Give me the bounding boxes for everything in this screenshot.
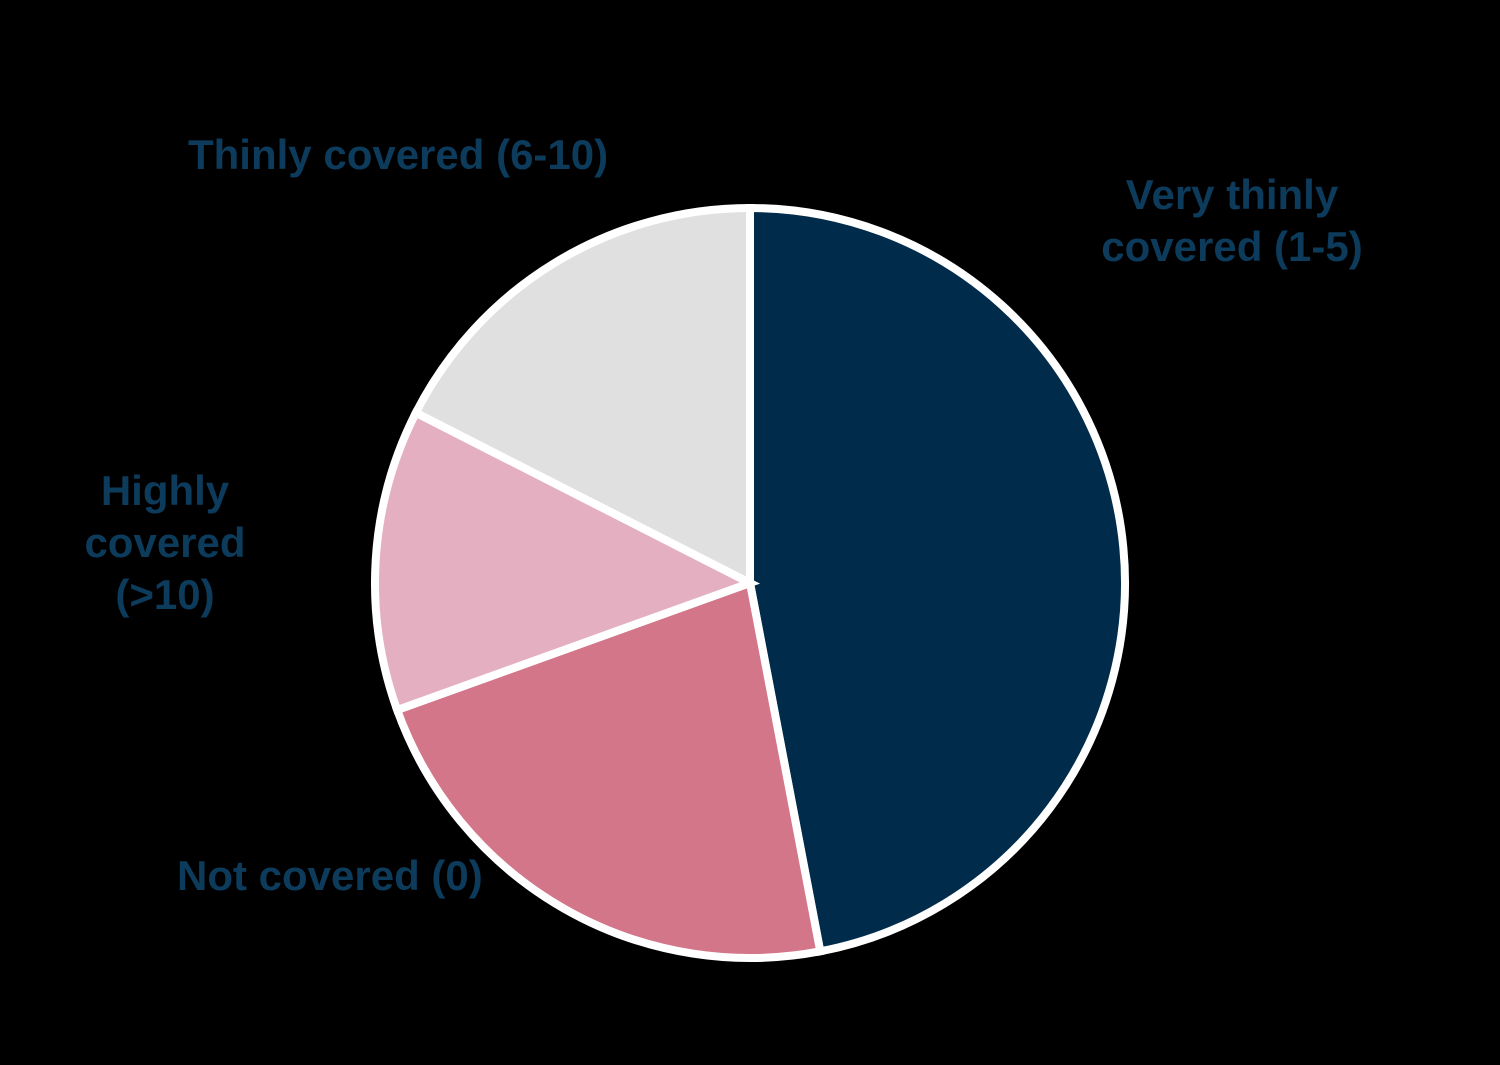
label-highly-covered: Highly covered (>10) (15, 465, 315, 621)
label-very-thinly-covered-line2: covered (1-5) (1101, 223, 1363, 270)
pie-slice-highly-covered (370, 407, 761, 716)
pie-slice-not-covered (392, 577, 825, 962)
pie-slice-very-thinly-covered (746, 203, 1129, 957)
label-thinly-covered: Thinly covered (6-10) (188, 131, 609, 178)
pie-slice-thinly-covered (410, 203, 754, 590)
label-highly-covered-line1: Highly covered (84, 467, 246, 566)
label-very-thinly-covered: Very thinly covered (1-5) (1092, 169, 1372, 273)
label-not-covered: Not covered (0) (177, 852, 483, 899)
label-highly-covered-line2: (>10) (115, 571, 215, 618)
label-very-thinly-covered-line1: Very thinly (1125, 171, 1339, 218)
